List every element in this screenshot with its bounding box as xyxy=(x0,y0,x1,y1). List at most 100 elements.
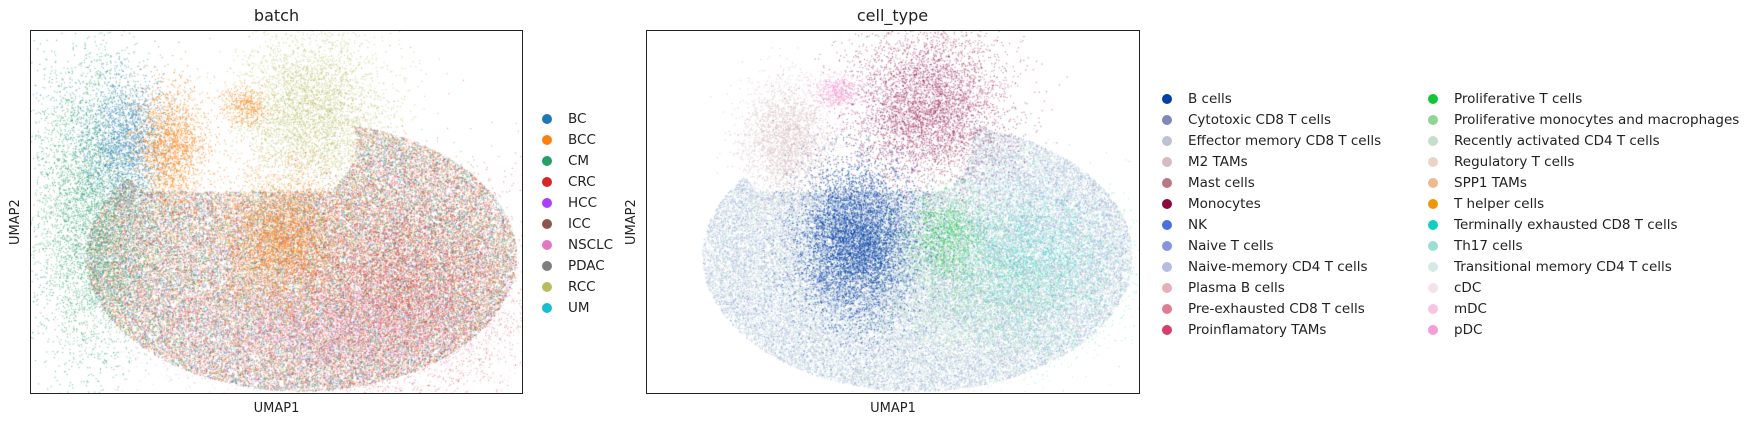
legend-marker xyxy=(542,240,552,250)
legend-marker xyxy=(1428,304,1438,314)
legend-marker xyxy=(1162,241,1172,251)
legend-item: Naive-memory CD4 T cells xyxy=(1162,257,1368,277)
legend-item: Proinflamatory TAMs xyxy=(1162,320,1326,340)
cell-type-y-axis-label: UMAP2 xyxy=(624,199,639,245)
cell-type-umap-scatter xyxy=(647,31,1139,393)
legend-label: Th17 cells xyxy=(1454,238,1523,254)
legend-label: NK xyxy=(1188,217,1207,233)
legend-item: CRC xyxy=(542,172,596,192)
legend-marker xyxy=(542,282,552,292)
legend-label: Recently activated CD4 T cells xyxy=(1454,133,1660,149)
legend-item: SPP1 TAMs xyxy=(1428,173,1527,193)
legend-label: Naive-memory CD4 T cells xyxy=(1188,259,1368,275)
legend-marker xyxy=(1428,220,1438,230)
legend-label: NSCLC xyxy=(568,237,614,253)
legend-label: Cytotoxic CD8 T cells xyxy=(1188,112,1332,128)
legend-label: CRC xyxy=(568,174,596,190)
cell-type-umap-plot-area xyxy=(646,30,1140,394)
legend-marker xyxy=(542,156,552,166)
legend-item: Effector memory CD8 T cells xyxy=(1162,131,1381,151)
legend-label: Monocytes xyxy=(1188,196,1261,212)
legend-marker xyxy=(1162,115,1172,125)
legend-item: UM xyxy=(542,298,590,318)
legend-item: PDAC xyxy=(542,256,605,276)
legend-label: Effector memory CD8 T cells xyxy=(1188,133,1382,149)
batch-umap-scatter xyxy=(31,31,522,393)
legend-label: Proliferative monocytes and macrophages xyxy=(1454,112,1740,128)
legend-label: ICC xyxy=(568,216,591,232)
legend-item: Cytotoxic CD8 T cells xyxy=(1162,110,1331,130)
legend-label: Naive T cells xyxy=(1188,238,1274,254)
legend-item: NSCLC xyxy=(542,235,613,255)
legend-marker xyxy=(1162,94,1172,104)
legend-item: Pre-exhausted CD8 T cells xyxy=(1162,299,1365,319)
legend-label: Proinflamatory TAMs xyxy=(1188,322,1327,338)
legend-label: Mast cells xyxy=(1188,175,1255,191)
cell-type-x-axis-label: UMAP1 xyxy=(870,401,916,416)
legend-marker xyxy=(1162,136,1172,146)
legend-marker xyxy=(1162,157,1172,167)
legend-marker xyxy=(1428,199,1438,209)
legend-item: Regulatory T cells xyxy=(1428,152,1574,172)
legend-item: B cells xyxy=(1162,89,1232,109)
legend-label: CM xyxy=(568,153,590,169)
legend-item: Proliferative T cells xyxy=(1428,89,1582,109)
legend-item: Mast cells xyxy=(1162,173,1255,193)
legend-marker xyxy=(1428,115,1438,125)
legend-item: HCC xyxy=(542,193,597,213)
legend-marker xyxy=(1162,178,1172,188)
batch-chart-title: batch xyxy=(253,6,300,25)
legend-item: RCC xyxy=(542,277,596,297)
legend-marker xyxy=(1428,241,1438,251)
legend-marker xyxy=(1162,325,1172,335)
legend-item: BCC xyxy=(542,130,596,150)
legend-label: Regulatory T cells xyxy=(1454,154,1575,170)
legend-label: Terminally exhausted CD8 T cells xyxy=(1454,217,1678,233)
legend-item: Recently activated CD4 T cells xyxy=(1428,131,1660,151)
legend-marker xyxy=(1162,220,1172,230)
legend-label: UM xyxy=(568,300,590,316)
legend-label: Proliferative T cells xyxy=(1454,91,1583,107)
legend-label: BCC xyxy=(568,132,596,148)
legend-label: RCC xyxy=(568,279,596,295)
legend-item: Terminally exhausted CD8 T cells xyxy=(1428,215,1678,235)
legend-marker xyxy=(1162,304,1172,314)
legend-label: PDAC xyxy=(568,258,605,274)
legend-item: cDC xyxy=(1428,278,1481,298)
legend-marker xyxy=(1428,283,1438,293)
cell-type-chart-title: cell_type xyxy=(856,6,929,25)
legend-marker xyxy=(542,219,552,229)
legend-marker xyxy=(542,114,552,124)
legend-item: NK xyxy=(1162,215,1207,235)
batch-x-axis-label: UMAP1 xyxy=(253,401,300,416)
legend-item: CM xyxy=(542,151,589,171)
legend-label: SPP1 TAMs xyxy=(1454,175,1527,191)
legend-marker xyxy=(1428,94,1438,104)
legend-marker xyxy=(1428,136,1438,146)
legend-item: Transitional memory CD4 T cells xyxy=(1428,257,1672,277)
legend-marker xyxy=(542,135,552,145)
legend-label: BC xyxy=(568,111,587,127)
legend-marker xyxy=(542,303,552,313)
legend-marker xyxy=(542,261,552,271)
legend-marker xyxy=(1428,178,1438,188)
legend-item: Th17 cells xyxy=(1428,236,1523,256)
legend-marker xyxy=(1162,199,1172,209)
batch-umap-plot-area xyxy=(30,30,523,394)
legend-item: T helper cells xyxy=(1428,194,1544,214)
batch-y-axis-label: UMAP2 xyxy=(8,199,23,245)
legend-label: B cells xyxy=(1188,91,1232,107)
legend-label: Pre-exhausted CD8 T cells xyxy=(1188,301,1365,317)
legend-item: mDC xyxy=(1428,299,1487,319)
legend-label: Plasma B cells xyxy=(1188,280,1285,296)
legend-label: mDC xyxy=(1454,301,1487,317)
legend-marker xyxy=(542,198,552,208)
legend-item: Plasma B cells xyxy=(1162,278,1285,298)
legend-label: M2 TAMs xyxy=(1188,154,1248,170)
legend-marker xyxy=(1428,262,1438,272)
legend-item: Monocytes xyxy=(1162,194,1261,214)
legend-marker xyxy=(542,177,552,187)
legend-label: cDC xyxy=(1454,280,1482,296)
legend-item: BC xyxy=(542,109,586,129)
legend-marker xyxy=(1428,157,1438,167)
